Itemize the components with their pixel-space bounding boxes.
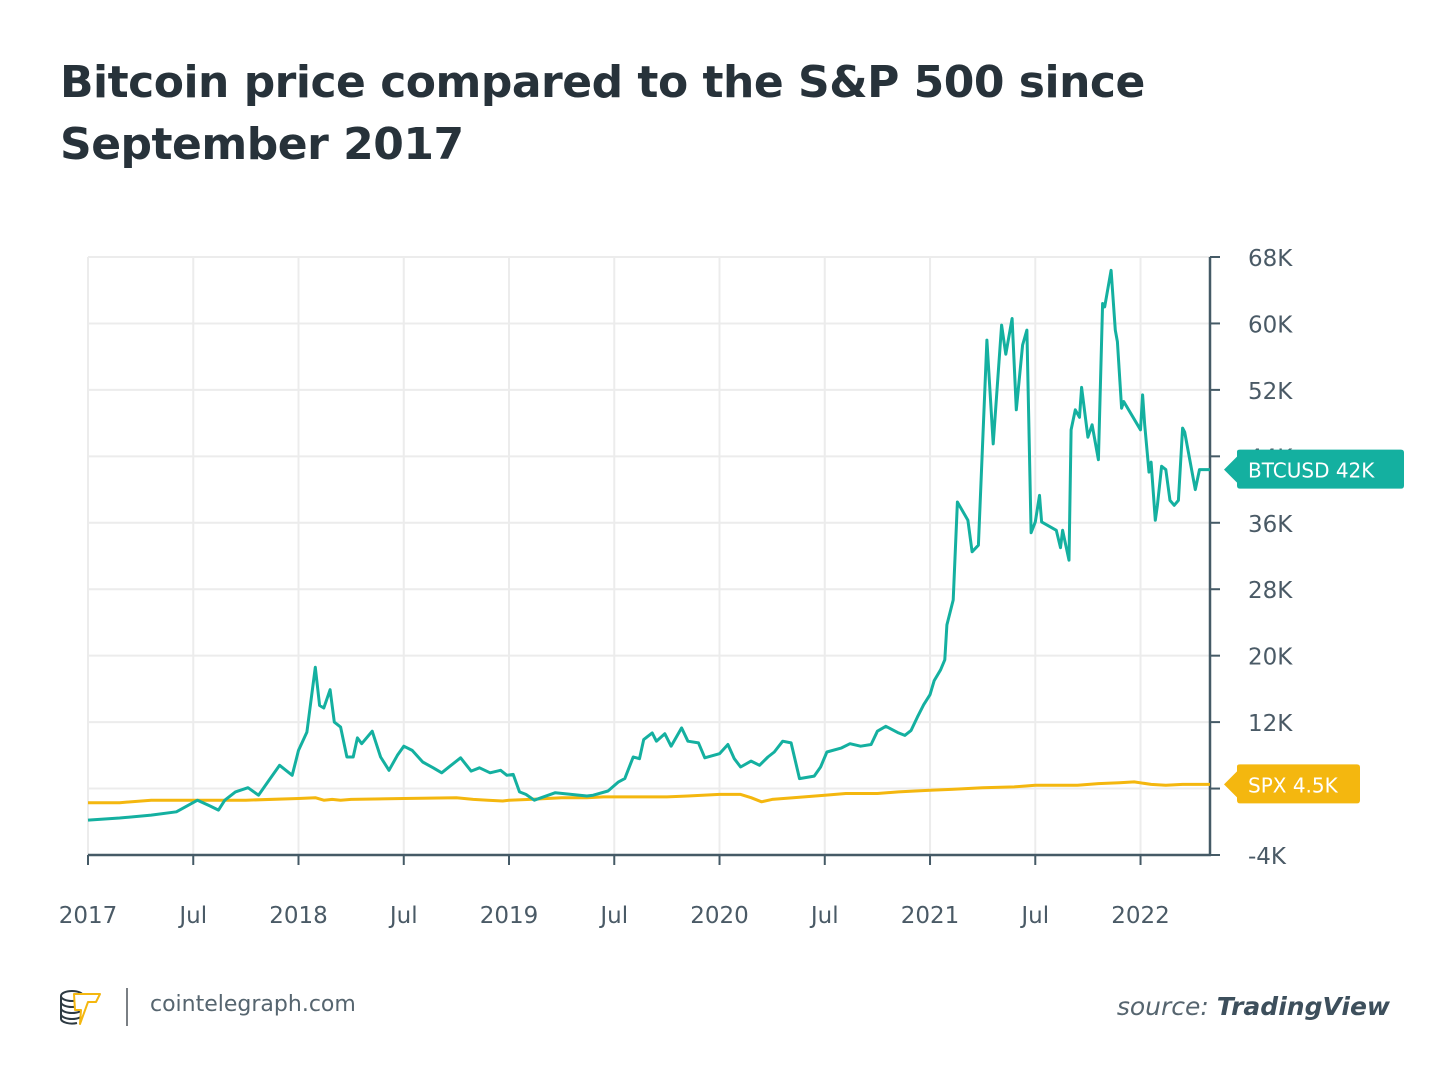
last-value-tags: BTCUSD 42K SPX 4.5K — [1224, 449, 1404, 804]
footer-source: source: TradingView — [1117, 992, 1390, 1021]
source-prefix: source: — [1116, 992, 1209, 1021]
tag-label: SPX 4.5K — [1248, 773, 1339, 797]
x-tick-label: 2017 — [59, 903, 118, 929]
footer-site-link[interactable]: cointelegraph.com — [150, 992, 356, 1017]
x-tick-label: Jul — [1019, 903, 1049, 929]
x-tick-label: 2020 — [690, 903, 749, 929]
y-tick-label: 60K — [1248, 312, 1293, 338]
tag-background — [1224, 764, 1360, 804]
y-tick-label: 20K — [1248, 645, 1293, 671]
tag-label: BTCUSD 42K — [1248, 459, 1375, 483]
x-tick-label: Jul — [598, 903, 628, 929]
source-name: TradingView — [1216, 992, 1390, 1021]
tick-labels: 68K60K52K44K36K28K20K12K4K-4K2017Jul2018… — [59, 246, 1294, 929]
x-tick-label: 2019 — [480, 903, 539, 929]
last-value-tag-spx: SPX 4.5K — [1224, 764, 1360, 804]
series-line-spx — [88, 780, 1210, 805]
y-tick-label: 68K — [1248, 246, 1293, 272]
footer-divider — [126, 988, 128, 1026]
y-tick-label: 52K — [1248, 379, 1293, 405]
axes — [87, 256, 1220, 865]
y-tick-label: -4K — [1248, 844, 1287, 870]
cointelegraph-logo-icon — [60, 990, 101, 1025]
x-tick-label: 2018 — [269, 903, 328, 929]
x-tick-label: Jul — [177, 903, 207, 929]
last-value-tag-btcusd: BTCUSD 42K — [1224, 449, 1404, 489]
x-tick-label: Jul — [388, 903, 418, 929]
y-tick-label: 36K — [1248, 512, 1293, 538]
y-tick-label: 28K — [1248, 578, 1293, 604]
y-tick-label: 12K — [1248, 711, 1293, 737]
chart-title: Bitcoin price compared to the S&P 500 si… — [60, 57, 1145, 170]
x-tick-label: Jul — [809, 903, 839, 929]
series-lines — [87, 268, 1210, 822]
x-tick-label: 2022 — [1111, 903, 1170, 929]
series-line-btcusd — [87, 268, 1210, 822]
x-tick-label: 2021 — [901, 903, 960, 929]
tag-background — [1224, 449, 1404, 489]
gridlines — [87, 256, 1210, 856]
